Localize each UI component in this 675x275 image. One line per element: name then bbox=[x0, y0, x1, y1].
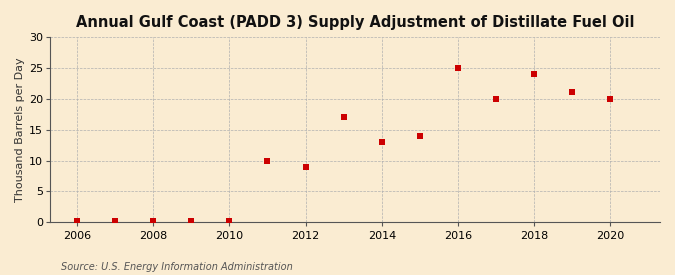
Point bbox=[300, 164, 311, 169]
Point bbox=[148, 218, 159, 223]
Y-axis label: Thousand Barrels per Day: Thousand Barrels per Day bbox=[15, 57, 25, 202]
Point bbox=[605, 97, 616, 101]
Point bbox=[567, 90, 578, 95]
Point bbox=[529, 72, 539, 76]
Point bbox=[262, 158, 273, 163]
Point bbox=[338, 115, 349, 119]
Point bbox=[491, 97, 502, 101]
Point bbox=[186, 218, 196, 223]
Point bbox=[224, 218, 235, 223]
Point bbox=[377, 140, 387, 144]
Point bbox=[414, 134, 425, 138]
Text: Source: U.S. Energy Information Administration: Source: U.S. Energy Information Administ… bbox=[61, 262, 292, 272]
Point bbox=[72, 219, 82, 223]
Point bbox=[109, 218, 120, 223]
Point bbox=[453, 65, 464, 70]
Title: Annual Gulf Coast (PADD 3) Supply Adjustment of Distillate Fuel Oil: Annual Gulf Coast (PADD 3) Supply Adjust… bbox=[76, 15, 634, 30]
